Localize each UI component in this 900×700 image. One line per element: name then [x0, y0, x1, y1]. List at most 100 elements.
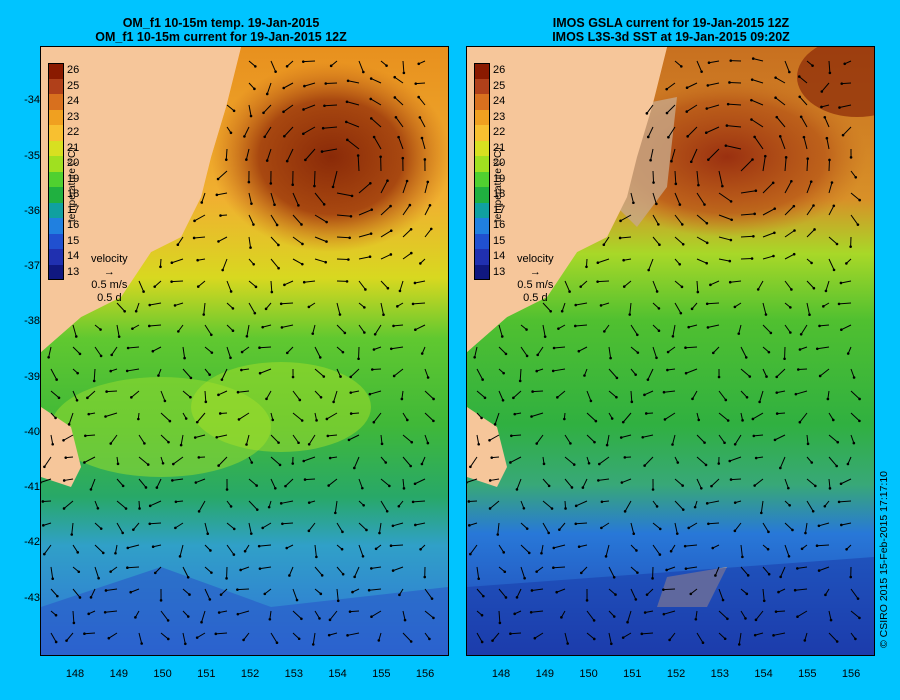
current-vector	[762, 156, 766, 172]
current-vector-head	[721, 184, 724, 188]
current-vector	[821, 82, 830, 92]
current-vector	[424, 588, 433, 599]
current-vector	[105, 588, 118, 591]
current-vector	[776, 390, 786, 394]
current-vector	[652, 170, 655, 183]
current-vector	[259, 544, 272, 547]
current-vector	[414, 280, 426, 284]
current-vector	[248, 280, 257, 288]
current-vector	[171, 280, 184, 283]
current-vector-head	[714, 574, 717, 577]
current-vector	[806, 229, 815, 238]
current-vector-head	[622, 258, 625, 262]
current-vector-head	[750, 98, 753, 102]
current-vector	[399, 280, 404, 292]
current-vector	[839, 500, 852, 503]
current-vector-head	[350, 194, 354, 198]
current-vector-head	[361, 486, 364, 490]
current-vector-head	[552, 546, 556, 550]
current-vector-head	[57, 396, 61, 400]
current-vector-head	[774, 610, 778, 613]
current-vector-head	[790, 179, 793, 183]
current-vector-head	[400, 397, 404, 401]
current-vector-head	[217, 611, 221, 614]
current-vector	[760, 500, 764, 513]
current-vector-head	[705, 221, 709, 225]
current-vector	[728, 103, 742, 106]
current-vector-head	[110, 353, 114, 357]
current-vector-head	[729, 59, 733, 62]
current-vector-head	[618, 236, 622, 240]
current-vector	[196, 412, 206, 423]
current-vector	[204, 588, 211, 600]
current-vector	[557, 390, 566, 398]
current-vector-head	[78, 352, 82, 356]
current-vector-head	[849, 245, 852, 248]
current-vector-head	[428, 637, 431, 641]
current-vector-head	[117, 335, 121, 338]
current-vector-head	[658, 553, 662, 556]
colorbar-label: 17	[493, 203, 506, 216]
current-vector-head	[363, 331, 366, 334]
current-vector	[839, 302, 852, 305]
current-vector	[707, 500, 720, 504]
current-vector	[630, 522, 635, 534]
current-vector-head	[737, 332, 741, 335]
current-vector	[489, 434, 500, 441]
current-vector	[622, 632, 632, 639]
current-vector	[348, 434, 360, 441]
current-vector-head	[237, 418, 241, 421]
current-vector-head	[346, 138, 349, 142]
current-vector-head	[758, 400, 761, 404]
current-vector-head	[662, 390, 666, 394]
current-vector-head	[284, 484, 287, 488]
current-vector-head	[200, 620, 203, 624]
current-vector-head	[402, 71, 406, 75]
current-vector	[419, 117, 426, 128]
current-vector	[90, 478, 96, 490]
current-vector	[806, 478, 816, 487]
current-vector-head	[560, 616, 563, 619]
colorbar-segment	[48, 94, 64, 110]
colorbar-label: 16	[67, 219, 80, 231]
current-vector	[241, 346, 250, 353]
current-vector-head	[808, 313, 811, 316]
current-vector-head	[636, 351, 640, 354]
current-vector	[217, 170, 228, 180]
current-vector-head	[409, 640, 413, 643]
current-vector-head	[243, 135, 246, 138]
current-vector	[751, 99, 764, 106]
current-vector-head	[636, 571, 639, 574]
current-vector	[292, 434, 299, 444]
current-vector	[520, 346, 528, 357]
current-vector-head	[221, 268, 224, 272]
current-vector	[608, 632, 612, 644]
colorbar-segment	[474, 187, 490, 203]
x-tick-label: 151	[623, 668, 642, 680]
current-vector	[336, 588, 339, 601]
y-tick-label: -41	[24, 481, 40, 494]
current-vector	[174, 302, 184, 306]
current-vector-head	[264, 307, 268, 311]
current-vector-head	[347, 438, 351, 442]
current-vector-head	[705, 502, 709, 505]
current-vector	[511, 434, 522, 437]
current-vector	[696, 478, 702, 489]
current-vector-head	[790, 288, 793, 291]
current-vector-head	[730, 218, 733, 222]
current-vector-head	[828, 71, 832, 75]
current-vector-head	[525, 328, 528, 331]
current-vector	[586, 632, 595, 640]
current-vector	[50, 434, 54, 445]
current-vector	[647, 126, 654, 138]
current-vector	[674, 214, 683, 225]
current-vector-head	[468, 524, 471, 527]
current-vector	[314, 258, 326, 263]
current-vector-head	[196, 258, 199, 262]
colorbar-segment	[48, 156, 64, 172]
current-vector-head	[423, 158, 427, 161]
current-vector-head	[775, 412, 779, 415]
current-vector	[314, 236, 327, 243]
current-vector	[688, 522, 698, 529]
current-vector-head	[574, 303, 578, 307]
